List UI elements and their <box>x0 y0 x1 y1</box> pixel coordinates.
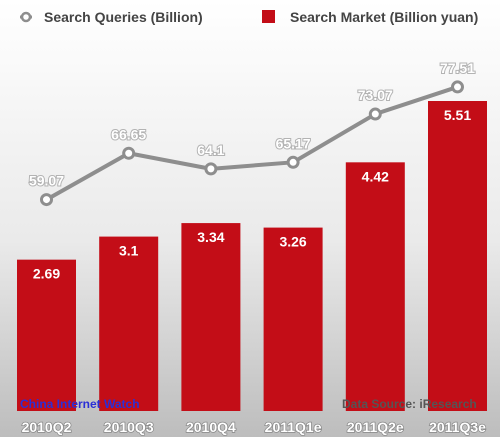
line-value-label-2011Q2e: 73.07 <box>358 87 393 103</box>
x-tick-label-2010Q2: 2010Q2 <box>22 419 72 435</box>
bar-2010Q2 <box>17 259 76 411</box>
legend-bar-label: Search Market (Billion yuan) <box>290 9 478 25</box>
x-tick-label-2010Q3: 2010Q3 <box>104 419 154 435</box>
bar-value-label-2011Q2e: 4.42 <box>362 168 389 184</box>
bar-value-label-2011Q3e: 5.51 <box>444 107 471 123</box>
bar-value-label-2011Q1e: 3.26 <box>279 234 306 250</box>
line-point-2011Q1e <box>286 155 300 169</box>
legend-line-item: Search Queries (Billion) <box>20 9 203 25</box>
line-value-label-2010Q2: 59.07 <box>29 173 64 189</box>
line-point-2010Q2 <box>40 193 53 207</box>
line-value-label-2011Q3e: 77.51 <box>440 60 475 76</box>
bar-2010Q4 <box>181 223 241 411</box>
bar-value-label-2010Q4: 3.34 <box>197 229 224 245</box>
bar-value-label-2010Q3: 3.1 <box>119 243 139 259</box>
legend: Search Queries (Billion) Search Market (… <box>20 9 478 25</box>
x-tick-label-2011Q1e: 2011Q1e <box>265 419 322 435</box>
line-value-label-2011Q1e: 65.17 <box>276 135 311 151</box>
legend-bar-swatch <box>262 10 275 23</box>
line-point-2011Q3e <box>451 80 464 94</box>
line-layer: 59.07 66.65 64.1 65.17 73.07 77.51 <box>28 59 476 207</box>
line-search-queries <box>45 85 459 202</box>
bar-2011Q1e <box>263 227 323 411</box>
legend-line-label: Search Queries (Billion) <box>44 9 203 25</box>
line-point-2010Q4 <box>204 162 218 176</box>
line-point-2011Q2e <box>368 107 382 121</box>
x-axis-ticks: 2010Q2 2010Q3 2010Q4 2011Q1e 2011Q2e 2011Q3e <box>21 418 487 436</box>
bar-2010Q3 <box>99 236 159 411</box>
x-tick-label-2010Q4: 2010Q4 <box>186 419 236 435</box>
watermark-right: Data Source: iResearch <box>342 397 477 411</box>
line-point-2010Q3 <box>122 146 136 160</box>
bars-layer: 2.69 3.1 3.34 3.26 4.42 5.51 <box>17 101 487 411</box>
bar-2011Q3e <box>428 101 487 411</box>
legend-line-marker <box>20 11 32 23</box>
line-value-label-2010Q3: 66.65 <box>111 126 146 142</box>
line-value-label-2010Q4: 64.1 <box>197 142 224 158</box>
bar-value-label-2010Q2: 2.69 <box>33 266 60 282</box>
bar-2011Q2e <box>345 162 405 411</box>
legend-bar-item: Search Market (Billion yuan) <box>262 9 478 25</box>
x-tick-label-2011Q3e: 2011Q3e <box>429 419 486 435</box>
watermark-left: China Internet Watch <box>20 397 140 411</box>
x-tick-label-2011Q2e: 2011Q2e <box>347 419 404 435</box>
